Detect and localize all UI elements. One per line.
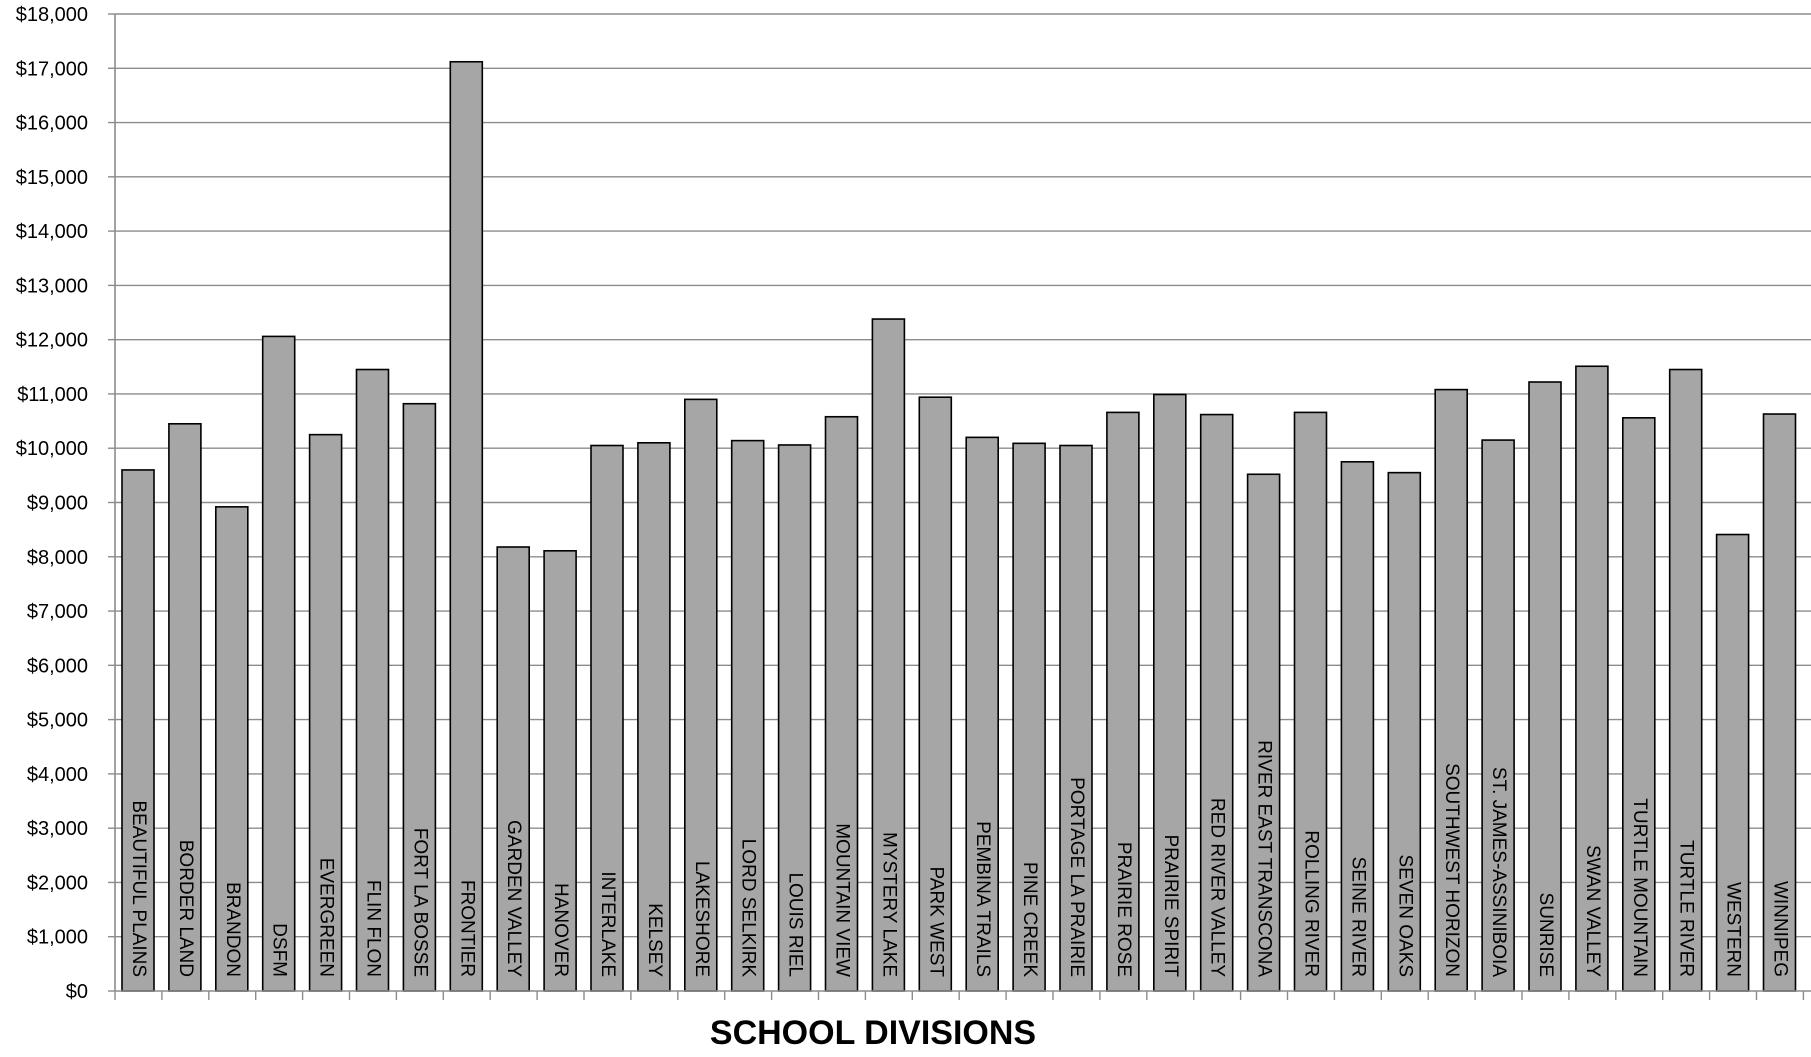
y-tick-label: $5,000 <box>27 710 88 732</box>
y-tick-label: $0 <box>66 981 88 1003</box>
y-tick-label: $2,000 <box>27 872 88 894</box>
bar-labels: BEAUTIFUL PLAINS BORDER LAND BRANDON DSFM EV… <box>128 740 1791 977</box>
bar <box>355 368 390 992</box>
y-tick-label: $17,000 <box>16 58 88 80</box>
bar <box>965 436 1000 992</box>
category-label: RED RIVER VALLEY <box>1207 798 1228 977</box>
category-label: MOUNTAIN VIEW <box>831 823 852 977</box>
bar <box>1012 442 1046 992</box>
category-label: FRONTIER <box>456 880 477 977</box>
category-label: BRANDON <box>222 882 243 977</box>
category-label: LOUIS RIEL <box>785 872 806 977</box>
bar <box>824 415 859 992</box>
category-label: GARDEN VALLEY <box>503 820 524 977</box>
bar <box>121 469 155 992</box>
category-label: FORT LA BOSSE <box>409 828 430 977</box>
bar <box>683 398 718 992</box>
category-label: WESTERN <box>1723 882 1744 977</box>
category-label: TURTLE RIVER <box>1676 840 1697 977</box>
category-label: PRAIRIE ROSE <box>1113 842 1134 977</box>
bar <box>1528 381 1562 992</box>
category-label: MYSTERY LAKE <box>878 832 899 977</box>
y-tick-label: $1,000 <box>27 927 88 949</box>
x-axis-title: SCHOOL DIVISIONS <box>710 1014 1036 1052</box>
category-label: LAKESHORE <box>691 861 712 977</box>
y-tick-label: $8,000 <box>27 547 88 569</box>
bar <box>168 422 202 992</box>
y-tick-label: $14,000 <box>16 221 88 243</box>
category-label: RIVER EAST TRANSCONA <box>1254 740 1275 977</box>
bar <box>402 402 437 992</box>
bar <box>1575 365 1609 992</box>
category-label: BORDER LAND <box>175 840 196 977</box>
category-label: TURTLE MOUNTAIN <box>1629 798 1650 977</box>
bar <box>918 396 953 992</box>
axes <box>114 14 1811 1000</box>
bar <box>215 506 249 992</box>
bar <box>543 550 577 992</box>
y-tick-label: $9,000 <box>27 493 88 515</box>
category-label: SEVEN OAKS <box>1394 855 1415 978</box>
bars <box>121 60 1797 992</box>
bar <box>1622 417 1656 992</box>
bar <box>637 441 671 992</box>
category-label: PORTAGE LA PRAIRIE <box>1066 777 1087 977</box>
y-tick-label: $3,000 <box>27 818 88 840</box>
category-label: DSFM <box>269 923 290 977</box>
bar <box>590 444 624 992</box>
bar <box>1715 533 1750 992</box>
y-tick-label: $15,000 <box>16 167 88 189</box>
category-label: HANOVER <box>550 883 571 977</box>
gridlines <box>115 13 1811 938</box>
y-tick-label: $7,000 <box>27 601 88 623</box>
bar <box>449 60 484 992</box>
category-label: INTERLAKE <box>597 871 618 977</box>
bar <box>777 444 812 992</box>
y-axis-ticks: $0 $1,000 $2,000 $3,000 $4,000 $5,000 $6,000 $7… <box>16 4 115 1003</box>
category-label: PINE CREEK <box>1019 862 1040 977</box>
bar <box>1434 388 1468 992</box>
bar <box>1199 413 1234 992</box>
bar <box>496 546 531 992</box>
category-label: EVERGREEN <box>316 858 337 977</box>
category-label: LORD SELKIRK <box>738 839 759 978</box>
y-tick-label: $6,000 <box>27 655 88 677</box>
category-label: WINNIPEG <box>1769 881 1790 977</box>
bar <box>261 335 296 992</box>
y-tick-label: $11,000 <box>17 384 88 406</box>
category-label: ROLLING RIVER <box>1300 830 1321 977</box>
y-tick-label: $10,000 <box>16 438 88 460</box>
category-label: KELSEY <box>644 903 665 977</box>
category-label: FLIN FLON <box>362 880 383 977</box>
bar <box>871 318 906 992</box>
category-label: SEINE RIVER <box>1347 857 1368 977</box>
category-label: SWAN VALLEY <box>1582 845 1603 977</box>
y-tick-label: $18,000 <box>16 4 88 26</box>
category-label: BEAUTIFUL PLAINS <box>128 800 149 977</box>
category-label: ST. JAMES-ASSINIBOIA <box>1488 767 1509 977</box>
bar <box>308 433 343 992</box>
category-label: SOUTHWEST HORIZON <box>1441 763 1462 977</box>
y-tick-label: $13,000 <box>16 275 88 297</box>
bar <box>1153 393 1187 992</box>
y-tick-label: $12,000 <box>16 330 88 352</box>
category-label: PARK WEST <box>925 867 946 978</box>
bar <box>1246 473 1281 992</box>
category-label: PRAIRIE SPIRIT <box>1160 834 1181 977</box>
y-tick-label: $4,000 <box>27 764 88 786</box>
category-label: SUNRISE <box>1535 893 1556 977</box>
y-tick-label: $16,000 <box>16 113 88 135</box>
category-label: PEMBINA TRAILS <box>972 821 993 977</box>
